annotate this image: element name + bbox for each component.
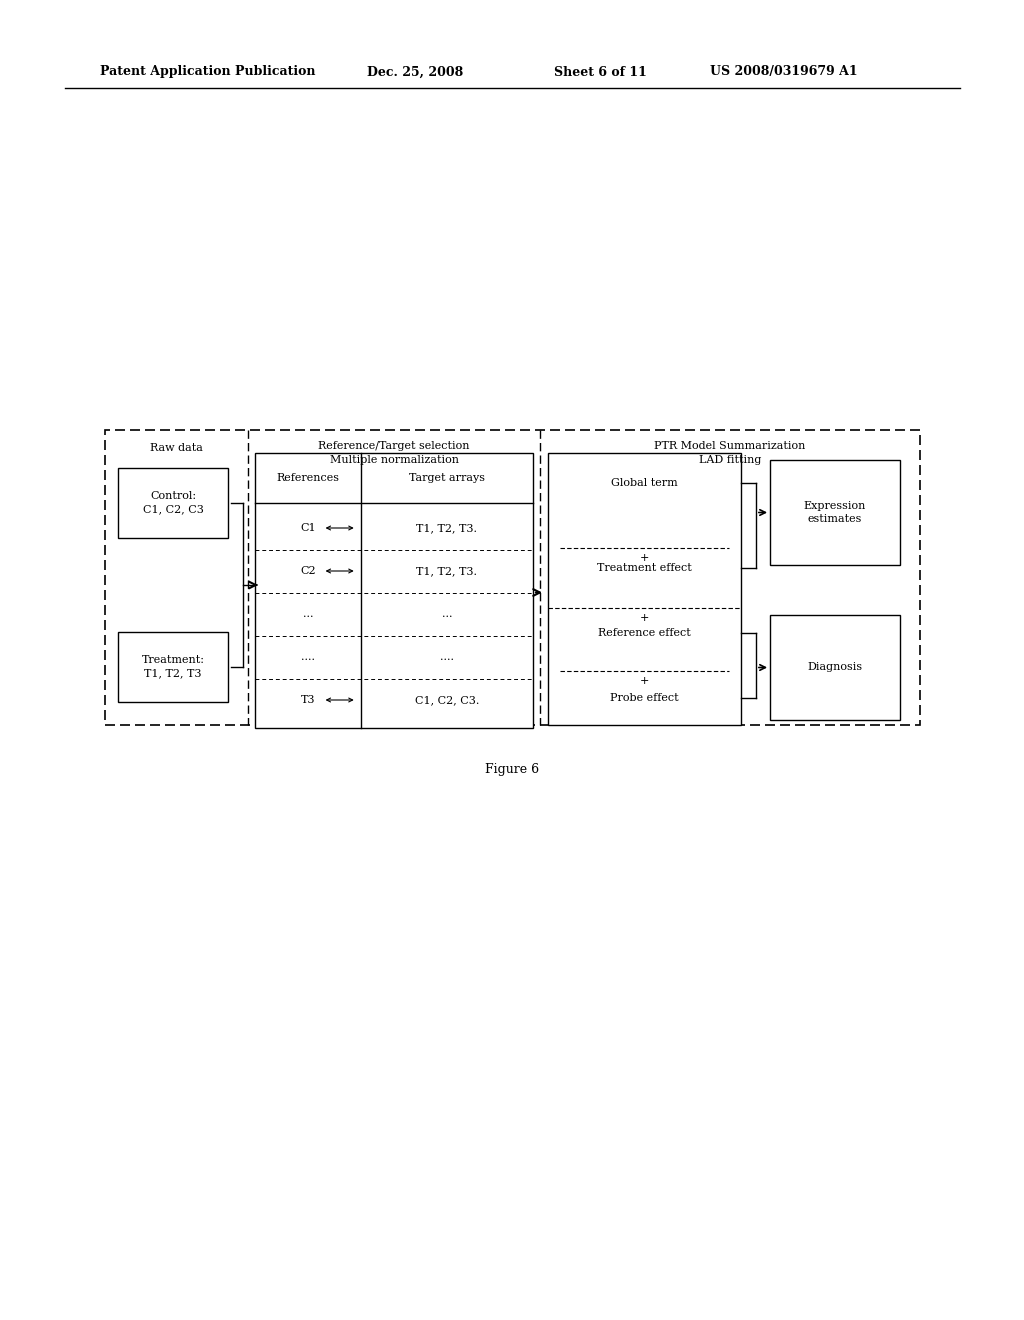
Text: Target arrays: Target arrays [409,473,484,483]
Text: LAD fitting: LAD fitting [698,455,761,465]
Text: Diagnosis: Diagnosis [808,663,862,672]
Text: Patent Application Publication: Patent Application Publication [100,66,315,78]
Text: ....: .... [301,652,314,663]
Text: Expression
estimates: Expression estimates [804,500,866,524]
Text: ...: ... [441,609,452,619]
Text: T1, T2, T3.: T1, T2, T3. [417,566,477,576]
Bar [770,459,900,565]
Text: Figure 6: Figure 6 [485,763,539,776]
Text: ...: ... [302,609,313,619]
Text: Reference/Target selection: Reference/Target selection [318,441,470,451]
Text: C1: C1 [300,523,315,533]
Text: T3: T3 [301,696,315,705]
Text: +: + [640,612,649,623]
Text: +: + [640,676,649,686]
Text: Global term: Global term [611,478,678,488]
Text: Treatment effect: Treatment effect [597,564,692,573]
Text: Treatment:
T1, T2, T3: Treatment: T1, T2, T3 [141,656,205,678]
Text: ....: .... [440,652,454,663]
Text: Raw data: Raw data [151,444,203,453]
Text: Control:
C1, C2, C3: Control: C1, C2, C3 [142,491,204,515]
Text: Reference effect: Reference effect [598,628,691,638]
Text: +: + [640,553,649,564]
Text: T1, T2, T3.: T1, T2, T3. [417,523,477,533]
Text: Sheet 6 of 11: Sheet 6 of 11 [554,66,647,78]
Bar [105,430,920,725]
Text: Multiple normalization: Multiple normalization [330,455,459,465]
Text: Dec. 25, 2008: Dec. 25, 2008 [367,66,463,78]
Text: References: References [276,473,339,483]
Text: Probe effect: Probe effect [610,693,679,704]
Text: C1, C2, C3.: C1, C2, C3. [415,696,479,705]
Bar [118,632,228,702]
Bar [255,453,534,729]
Text: PTR Model Summarization: PTR Model Summarization [654,441,806,451]
Bar [548,453,741,725]
Bar [118,469,228,539]
Text: US 2008/0319679 A1: US 2008/0319679 A1 [710,66,858,78]
Bar [770,615,900,719]
Text: C2: C2 [300,566,315,576]
